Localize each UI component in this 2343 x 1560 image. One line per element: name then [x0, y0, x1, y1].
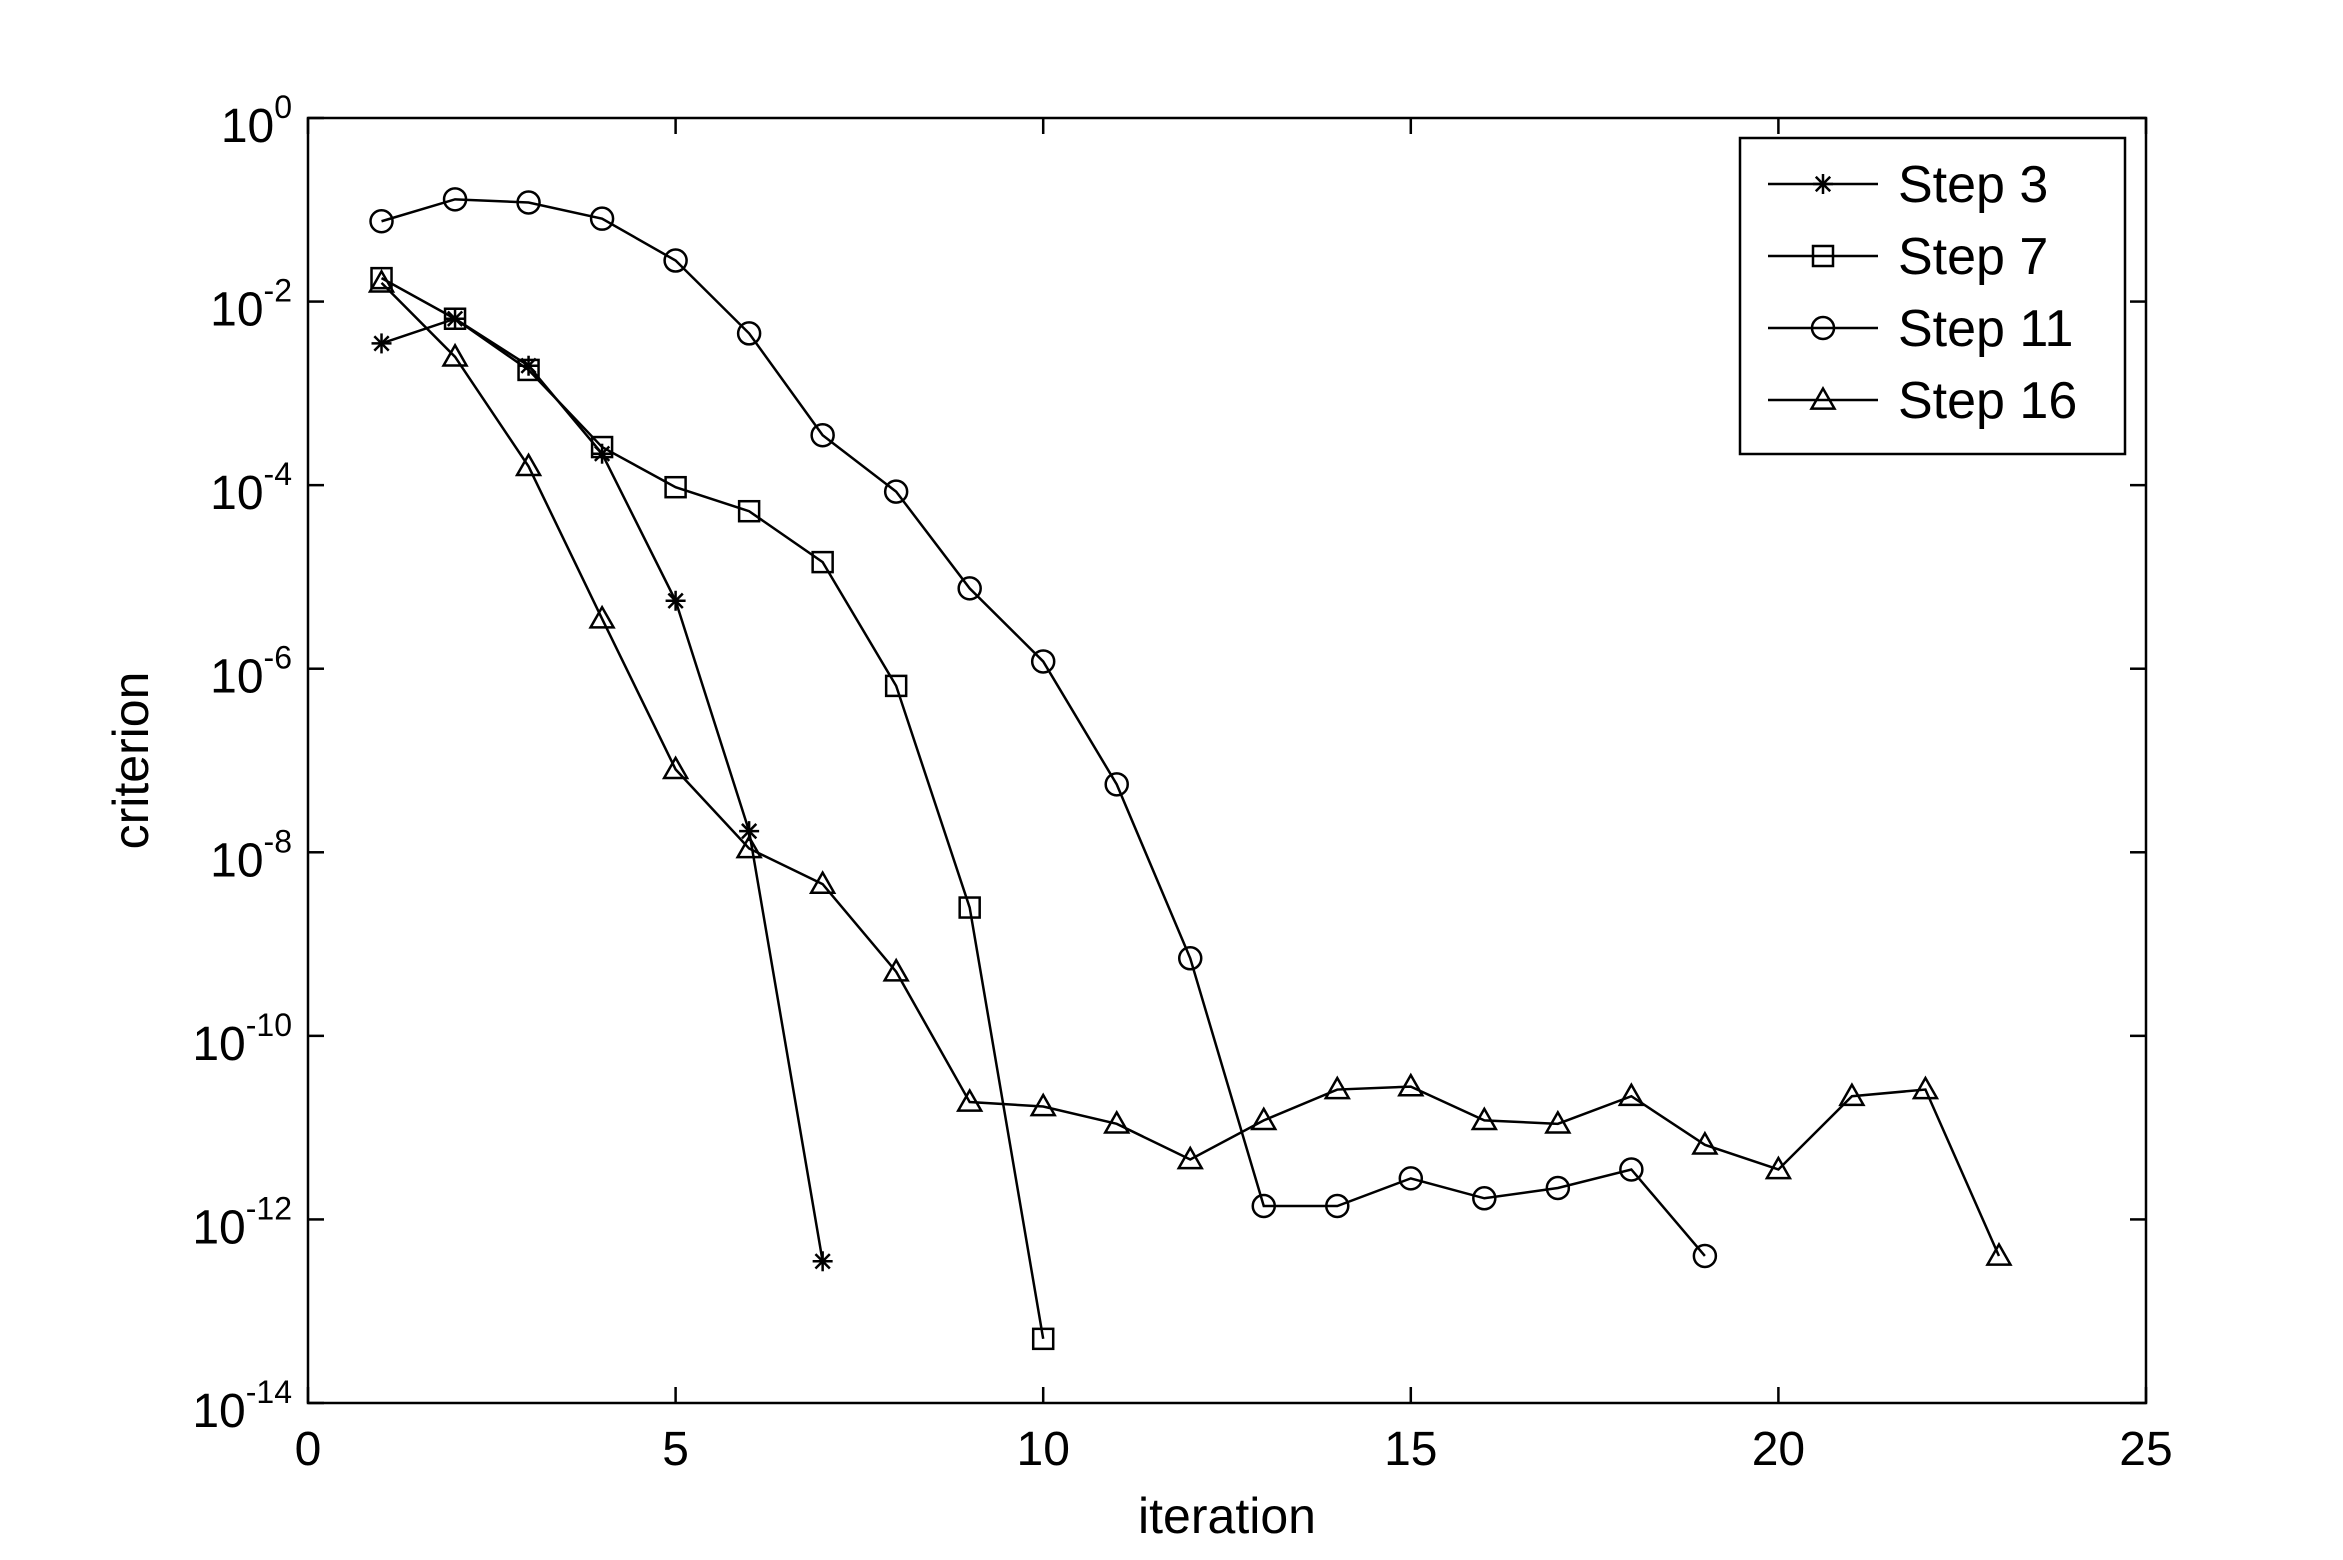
series-step-11	[369, 187, 1718, 1269]
data-point	[811, 550, 834, 574]
data-point	[1398, 1166, 1424, 1191]
data-point	[1250, 1106, 1278, 1131]
series-line	[380, 281, 2001, 1257]
data-point	[1545, 1175, 1571, 1201]
data-point	[1619, 1157, 1644, 1182]
legend-marker	[1811, 244, 1835, 268]
data-point	[957, 576, 982, 601]
data-point	[737, 499, 761, 523]
y-tick-label: 10-4	[210, 456, 292, 520]
data-point	[1323, 1075, 1351, 1100]
series-line	[381, 198, 1706, 1257]
legend-label: Step 3	[1898, 156, 2048, 214]
asterisk-stroke	[814, 1253, 831, 1270]
legend-item: Step 3	[1768, 156, 2048, 214]
asterisk-stroke	[667, 592, 684, 609]
data-point	[882, 957, 910, 982]
series-line	[380, 277, 1045, 1340]
data-point	[1911, 1075, 1940, 1100]
legend-marker	[1809, 385, 1837, 410]
data-point	[1176, 1145, 1204, 1170]
x-tick-label: 10	[1017, 1423, 1070, 1476]
y-tick-label: 100	[221, 89, 292, 153]
data-point	[371, 333, 392, 354]
y-axis-title: criterion	[103, 672, 159, 850]
legend-item: Step 16	[1768, 372, 2077, 430]
y-tick-label: 10-12	[192, 1190, 292, 1254]
legend-label: Step 16	[1898, 372, 2077, 430]
x-tick-label: 25	[2119, 1423, 2172, 1476]
x-tick-label: 15	[1384, 1423, 1437, 1476]
axes-layer: 0 5 10 15 20 25 100 10-2 10-4 10-6 10-8 10-10 10-12 1…	[192, 89, 2172, 1476]
data-point	[812, 1251, 833, 1272]
data-point	[1985, 1241, 2013, 1266]
data-point	[588, 604, 616, 629]
legend-box	[1738, 136, 2127, 456]
x-tick-label: 20	[1752, 1423, 1805, 1476]
series-step-7	[370, 266, 1055, 1351]
data-point	[370, 266, 393, 290]
y-tick-label: 10-8	[210, 823, 292, 887]
data-point	[1838, 1082, 1866, 1107]
data-point	[369, 209, 394, 234]
asterisk-stroke	[1814, 175, 1832, 193]
x-tick-label: 5	[662, 1423, 689, 1476]
data-point	[514, 452, 543, 477]
legend-label: Step 11	[1898, 300, 2073, 358]
data-point	[958, 896, 981, 919]
data-point	[735, 834, 763, 859]
asterisk-stroke	[741, 823, 758, 840]
legend: Step 3 Step 7 Step 11 Step 16	[1738, 136, 2127, 456]
data-point	[1617, 1082, 1646, 1107]
data-point	[589, 206, 615, 231]
y-tick-label: 10-10	[192, 1007, 292, 1071]
asterisk-stroke	[373, 335, 390, 352]
data-point	[665, 590, 686, 611]
data-point	[661, 755, 690, 780]
data-point	[441, 342, 469, 367]
data-point	[1325, 1193, 1350, 1219]
data-point	[590, 435, 614, 459]
data-point	[1251, 1193, 1277, 1219]
data-point	[1029, 1092, 1057, 1117]
data-point	[664, 475, 687, 499]
data-point	[1103, 1109, 1131, 1134]
data-point	[884, 674, 908, 698]
legend-item: Step 7	[1768, 228, 2048, 286]
data-point	[1030, 649, 1056, 674]
data-point	[1031, 1327, 1055, 1351]
data-point	[1764, 1155, 1793, 1180]
data-point	[1104, 772, 1129, 797]
data-point	[736, 321, 762, 346]
data-point	[442, 187, 468, 212]
legend-label: Step 7	[1898, 228, 2048, 286]
y-tick-label: 10-2	[210, 273, 292, 337]
series-step-16	[367, 268, 2013, 1266]
data-point	[1470, 1106, 1498, 1131]
data-point	[367, 268, 396, 293]
data-point	[810, 422, 835, 448]
data-point	[443, 307, 467, 330]
data-point	[516, 190, 541, 215]
x-tick-label: 0	[295, 1423, 322, 1476]
y-tick-label: 10-14	[192, 1374, 292, 1438]
data-point	[663, 248, 688, 273]
data-point	[517, 358, 540, 382]
data-point	[1691, 1130, 1719, 1155]
legend-marker	[1810, 315, 1836, 341]
legend-item: Step 11	[1768, 300, 2073, 358]
data-point	[1692, 1243, 1718, 1269]
data-point	[956, 1088, 984, 1112]
data-point	[883, 479, 909, 504]
series-layer	[367, 187, 2013, 1351]
data-point	[1544, 1109, 1572, 1134]
data-point	[808, 870, 837, 894]
x-axis-title: iteration	[1138, 1488, 1316, 1544]
data-point	[1472, 1186, 1497, 1211]
data-point	[1177, 946, 1203, 971]
y-tick-label: 10-6	[210, 640, 292, 704]
data-point	[1397, 1072, 1425, 1097]
legend-marker	[1813, 174, 1833, 194]
